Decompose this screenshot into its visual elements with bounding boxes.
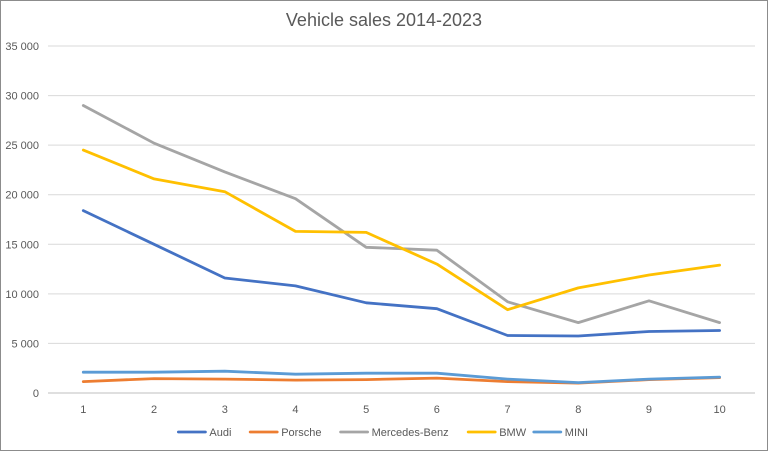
legend-label: BMW — [499, 427, 527, 439]
y-tick-label: 35 000 — [5, 41, 39, 53]
series-lines — [81, 104, 721, 385]
legend: Audi Porsche Mercedes-Benz BMW MINI — [176, 427, 588, 439]
x-tick-label: 10 — [714, 404, 726, 416]
x-tick-label: 6 — [434, 404, 440, 416]
y-tick-label: 10 000 — [5, 289, 39, 301]
chart-title: Vehicle sales 2014-2023 — [286, 10, 482, 30]
y-tick-label: 20 000 — [5, 190, 39, 202]
y-tick-label: 25 000 — [5, 140, 39, 152]
x-tick-label: 1 — [80, 404, 86, 416]
legend-item-audi: Audi — [176, 427, 231, 439]
y-tick-label: 0 — [33, 388, 39, 400]
gridlines — [48, 45, 755, 394]
legend-label: Mercedes-Benz — [372, 427, 449, 439]
legend-label: Porsche — [281, 427, 321, 439]
y-tick-label: 5 000 — [11, 338, 39, 350]
series-line-mercedes-benz — [81, 104, 721, 325]
series-line-mini — [81, 369, 721, 385]
legend-item-mini: MINI — [532, 427, 588, 439]
x-tick-label: 3 — [222, 404, 228, 416]
legend-item-porsche: Porsche — [248, 427, 322, 439]
legend-item-bmw: BMW — [466, 427, 527, 439]
x-tick-label: 8 — [575, 404, 581, 416]
y-tick-label: 15 000 — [5, 239, 39, 251]
x-tick-label: 9 — [646, 404, 652, 416]
legend-label: MINI — [565, 427, 588, 439]
legend-item-mercedes-benz: Mercedes-Benz — [339, 427, 449, 439]
legend-label: Audi — [209, 427, 231, 439]
x-tick-label: 7 — [504, 404, 510, 416]
x-tick-label: 4 — [292, 404, 298, 416]
y-axis-ticks: 0 5 000 10 000 15 000 20 000 25 000 30 000 35 0… — [5, 41, 39, 400]
series-line-audi — [81, 209, 721, 338]
series-line-bmw — [81, 148, 721, 312]
x-axis-ticks: 1 2 3 4 5 6 7 8 9 10 — [80, 404, 725, 416]
y-tick-label: 30 000 — [5, 91, 39, 103]
x-tick-label: 2 — [151, 404, 157, 416]
x-tick-label: 5 — [363, 404, 369, 416]
